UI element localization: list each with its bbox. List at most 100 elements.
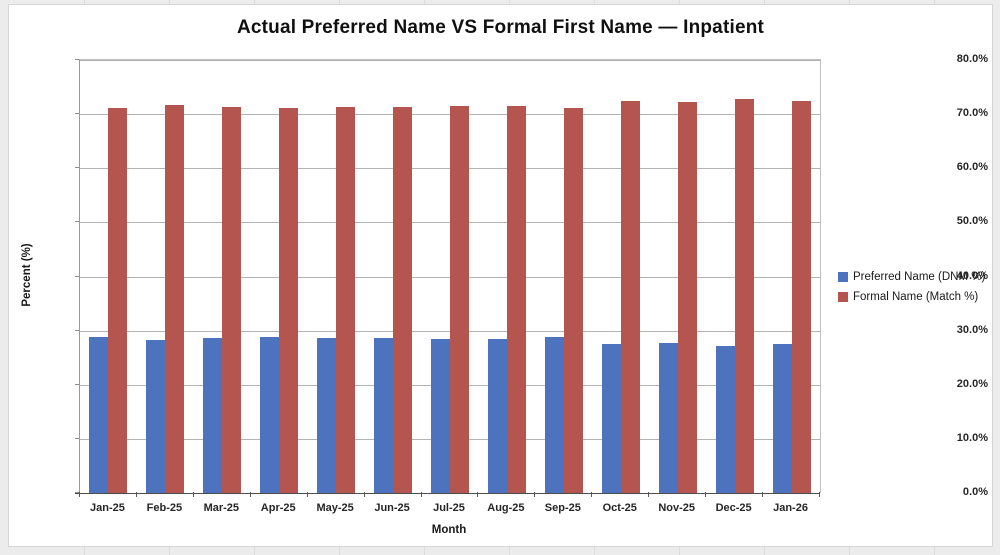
y-tick-label: 20.0% — [956, 377, 988, 390]
bar — [393, 106, 413, 493]
y-tick-mark — [75, 167, 79, 169]
bar-group — [194, 60, 251, 493]
bar — [658, 343, 678, 493]
bar — [374, 338, 394, 493]
bar — [449, 106, 469, 493]
y-tick-mark — [75, 59, 79, 60]
chart-title: Actual Preferred Name VS Formal First Na… — [236, 17, 765, 38]
y-tick-mark — [75, 329, 79, 331]
x-tick-mark — [477, 492, 479, 497]
bar — [601, 343, 621, 493]
x-tick-mark — [192, 492, 194, 497]
bar — [165, 104, 185, 493]
bar-group — [478, 60, 535, 493]
x-tick-mark — [79, 492, 80, 497]
x-tick-label: Nov-25 — [658, 502, 696, 514]
bar — [715, 345, 735, 493]
bar-group — [763, 60, 820, 493]
y-tick-mark — [75, 492, 79, 493]
bar-group — [137, 60, 194, 493]
bar — [317, 338, 337, 493]
x-tick-label: Feb-25 — [146, 502, 183, 514]
bar — [620, 101, 640, 493]
y-tick-mark — [75, 113, 79, 115]
bar-group — [422, 60, 479, 493]
x-axis-line — [75, 493, 820, 494]
x-tick-mark — [534, 492, 536, 497]
bar — [791, 101, 811, 493]
y-tick-label: 10.0% — [956, 431, 988, 444]
bar-group — [706, 60, 763, 493]
bar — [260, 337, 280, 493]
bar — [89, 336, 109, 493]
x-tick-mark — [249, 492, 251, 497]
legend-item: Formal Name (Match %) — [838, 291, 985, 303]
legend-swatch-icon — [838, 272, 848, 282]
bar — [430, 338, 450, 493]
bar-group — [251, 60, 308, 493]
y-tick-label: 80.0% — [956, 53, 988, 65]
bar-group — [80, 60, 137, 493]
x-tick-label: May-25 — [316, 502, 354, 514]
bar — [734, 98, 754, 493]
x-tick-label: Jun-25 — [374, 502, 410, 514]
x-tick-label: Apr-25 — [260, 502, 296, 514]
bar — [772, 343, 792, 493]
legend-label: Formal Name (Match %) — [853, 291, 979, 303]
x-tick-mark — [648, 492, 650, 497]
y-tick-mark — [75, 275, 79, 277]
x-tick-label: Sep-25 — [544, 502, 581, 514]
y-axis-title: Percent (%) — [21, 243, 33, 307]
x-tick-label: Aug-25 — [487, 502, 525, 514]
x-tick-mark — [363, 492, 365, 497]
x-tick-label: Mar-25 — [203, 502, 240, 514]
x-tick-mark — [705, 492, 707, 497]
y-tick-mark — [75, 437, 79, 439]
plot-area — [75, 59, 821, 494]
bar — [203, 338, 223, 493]
gridline — [80, 60, 820, 61]
y-tick-mark — [75, 221, 79, 223]
y-tick-label: 40.0% — [956, 269, 988, 282]
y-tick-label: 70.0% — [956, 107, 988, 120]
bar — [146, 339, 166, 493]
legend-item: Preferred Name (DNM %) — [838, 271, 985, 283]
bar-group — [535, 60, 592, 493]
y-tick-label: 0.0% — [962, 486, 988, 498]
legend: Preferred Name (DNM %) Formal Name (Match… — [838, 271, 985, 303]
bar-group — [308, 60, 365, 493]
bar-group — [592, 60, 649, 493]
y-tick-label: 30.0% — [956, 323, 988, 336]
bar — [108, 108, 128, 493]
x-axis-title: Month — [431, 524, 467, 536]
bar — [336, 106, 356, 493]
y-tick-label: 50.0% — [956, 215, 988, 228]
legend-swatch-icon — [838, 292, 848, 302]
bar-series-container — [80, 60, 820, 493]
legend-label: Preferred Name (DNM %) — [853, 271, 986, 283]
bar — [563, 108, 583, 493]
x-tick-mark — [135, 492, 137, 497]
bar — [506, 106, 526, 493]
x-tick-label: Jul-25 — [433, 502, 465, 514]
x-tick-mark — [306, 492, 308, 497]
bar — [544, 336, 564, 493]
x-tick-mark — [591, 492, 593, 497]
x-tick-label: Jan-26 — [773, 502, 808, 514]
bar-group — [365, 60, 422, 493]
x-tick-mark — [762, 492, 764, 497]
x-tick-mark — [420, 492, 422, 497]
x-tick-label: Oct-25 — [602, 502, 637, 514]
chart-card: Actual Preferred Name VS Formal First Na… — [8, 4, 993, 547]
bar — [487, 338, 507, 493]
x-axis-tick-labels: Jan-25 Feb-25 Mar-25 Apr-25 May-25 Jun-25 Jul-… — [79, 502, 819, 514]
x-tick-label: Jan-25 — [90, 502, 125, 514]
x-tick-label: Dec-25 — [715, 502, 752, 514]
bar — [279, 107, 299, 493]
y-tick-mark — [75, 383, 79, 385]
y-tick-label: 60.0% — [956, 161, 988, 174]
x-tick-mark — [819, 492, 820, 497]
bar-group — [649, 60, 706, 493]
bar — [222, 106, 242, 493]
bar — [677, 101, 697, 493]
